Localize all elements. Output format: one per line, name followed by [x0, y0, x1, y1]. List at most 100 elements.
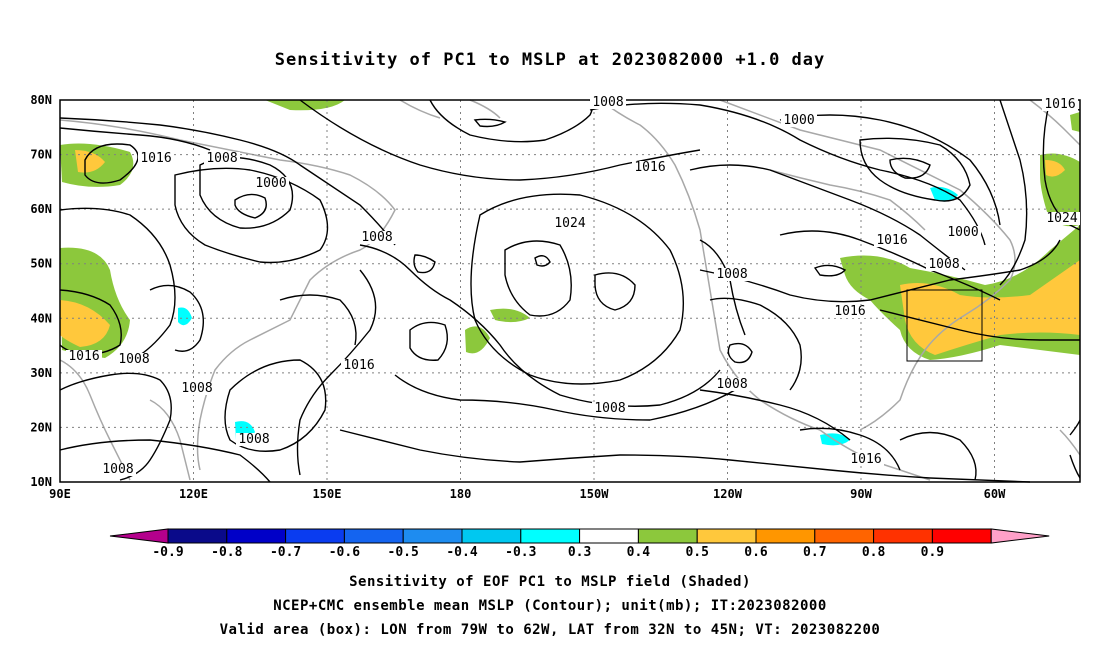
colorbar-right-end: [990, 528, 1050, 544]
contour-labels: 1008 1016 1016 1008 1000 1008 1016 1024 1000 1016…: [66, 95, 1080, 477]
lon-label: 150E: [313, 487, 342, 501]
contour-label-bg: [253, 177, 289, 190]
map-title: Sensitivity of PC1 to MSLP at 2023082000…: [274, 50, 826, 70]
contour-label: 1016: [1044, 97, 1075, 112]
contour-label-bg: [592, 402, 628, 415]
contour-label-bg: [66, 350, 102, 363]
coastlines: [59, 99, 1081, 481]
shade-positive: [900, 260, 1080, 355]
contour-label: 1008: [716, 377, 747, 392]
colorbar-segment: [402, 528, 463, 544]
colorbar-segment: [520, 528, 581, 544]
contour-label-bg: [926, 258, 962, 271]
contour-label: 1024: [554, 216, 585, 231]
colorbar-tick-label: 0.7: [803, 545, 826, 560]
shade-negative: [930, 186, 958, 202]
colorbar-tick-label: -0.3: [505, 545, 536, 560]
lon-label: 90E: [49, 487, 71, 501]
lat-label: 40N: [30, 311, 52, 325]
colorbar-tick-label: 0.6: [744, 545, 768, 560]
contour-label: 1008: [592, 95, 623, 110]
contour-label-bg: [848, 453, 884, 466]
contour-label-bg: [100, 463, 136, 476]
colorbar-segment: [167, 528, 228, 544]
map-frame: [59, 99, 1081, 483]
lon-axis: 90E 120E 150E 180 150W 120W 90W 60W: [49, 487, 1006, 501]
colorbar-tick-label: -0.5: [388, 545, 419, 560]
contour-label-bg: [832, 305, 868, 318]
colorbar-segment: [755, 528, 816, 544]
shade-positive: [75, 150, 105, 173]
contour-label: 1000: [255, 176, 286, 191]
lat-label: 30N: [30, 366, 52, 380]
colorbar-segment: [931, 528, 992, 544]
contour-label: 1008: [594, 401, 625, 416]
colorbar-tick-label: 0.9: [921, 545, 944, 560]
contour-label-bg: [341, 359, 377, 372]
colorbar-left-end: [109, 528, 169, 544]
colorbar-segment: [226, 528, 287, 544]
colorbar-segment: [461, 528, 522, 544]
contour-label-bg: [116, 353, 152, 366]
lon-label: 120W: [713, 487, 743, 501]
contour-label: 1008: [102, 462, 133, 477]
contour-label-bg: [204, 152, 240, 165]
lon-label: 90W: [850, 487, 872, 501]
shade-positive: [265, 100, 345, 111]
contour-label: 1016: [876, 233, 907, 248]
colorbar-segment: [285, 528, 345, 544]
lat-label: 80N: [30, 93, 52, 107]
colorbar-tick-label: 0.5: [685, 545, 708, 560]
contour-label-bg: [138, 152, 174, 165]
colorbar-tick-label: -0.6: [329, 545, 360, 560]
colorbar-tick-label: -0.8: [211, 545, 242, 560]
contour-label: 1008: [181, 381, 212, 396]
contour-label-bg: [590, 96, 626, 109]
lat-label: 60N: [30, 202, 52, 216]
contour-label-bg: [714, 268, 750, 281]
contour-label-bg: [781, 114, 817, 127]
shade-positive: [1045, 160, 1065, 177]
contour-label-bg: [714, 378, 750, 391]
colorbar-segment: [637, 528, 698, 544]
shade-positive: [465, 326, 490, 354]
colorbar-segment: [343, 528, 404, 544]
contour-label: 1016: [850, 452, 881, 467]
caption-line-1: Sensitivity of EOF PC1 to MSLP field (Sh…: [349, 574, 751, 590]
contour-label: 1008: [716, 267, 747, 282]
lon-label: 60W: [984, 487, 1006, 501]
lon-label: 120E: [179, 487, 208, 501]
contour-label-bg: [945, 226, 981, 239]
contour-label: 1000: [783, 113, 814, 128]
contour-label: 1024: [1046, 211, 1077, 226]
caption-line-2: NCEP+CMC ensemble mean MSLP (Contour); u…: [273, 598, 827, 614]
lat-label: 10N: [30, 475, 52, 489]
valid-area-box: [906, 289, 983, 362]
contour-label: 1016: [634, 160, 665, 175]
contour-label: 1016: [68, 349, 99, 364]
colorbar-segment: [873, 528, 933, 544]
contour-label-bg: [552, 217, 588, 230]
contour-label: 1008: [238, 432, 269, 447]
lat-label: 70N: [30, 148, 52, 162]
contour-label-bg: [359, 231, 395, 244]
contour-label: 1016: [140, 151, 171, 166]
colorbar-segment: [579, 528, 639, 544]
contour-label-bg: [1044, 212, 1080, 225]
colorbar: [109, 528, 1050, 544]
colorbar-labels: -0.9 -0.8 -0.7 -0.6 -0.5 -0.4 -0.3 0.3 0.4 0.5 0.6…: [152, 545, 944, 560]
contour-label: 1016: [343, 358, 374, 373]
contour-label-bg: [1042, 98, 1078, 111]
contour-label: 1016: [834, 304, 865, 319]
colorbar-tick-label: 0.3: [568, 545, 591, 560]
contour-label-bg: [236, 433, 272, 446]
contour-label: 1008: [206, 151, 237, 166]
caption-line-3: Valid area (box): LON from 79W to 62W, L…: [219, 622, 881, 638]
lat-axis: 80N 70N 60N 50N 40N 30N 20N 10N: [30, 93, 52, 489]
lon-label: 180: [450, 487, 472, 501]
lat-label: 50N: [30, 257, 52, 271]
colorbar-tick-label: 0.4: [627, 545, 651, 560]
contour-label-bg: [632, 161, 668, 174]
colorbar-tick-label: -0.9: [152, 545, 183, 560]
